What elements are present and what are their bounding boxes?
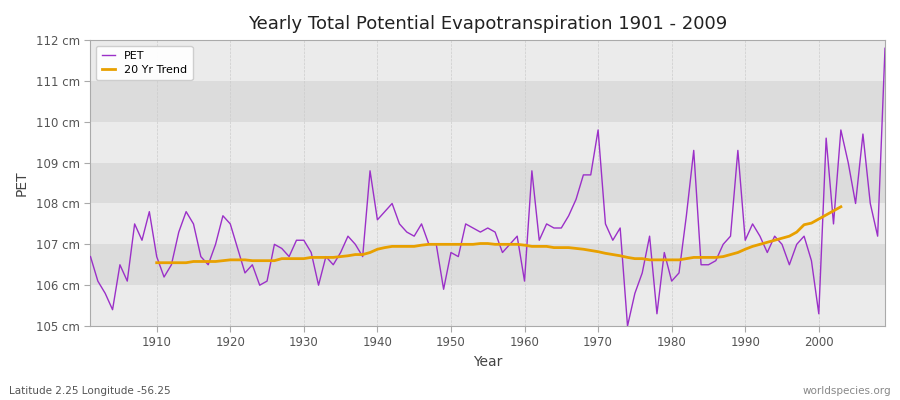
PET	[86, 254, 96, 259]
Bar	[91, 204, 885, 244]
Bar	[91, 40, 885, 81]
PET	[306, 250, 317, 255]
Text: Latitude 2.25 Longitude -56.25: Latitude 2.25 Longitude -56.25	[9, 386, 171, 396]
PET	[350, 242, 361, 247]
Bar	[91, 244, 885, 285]
Text: worldspecies.org: worldspecies.org	[803, 386, 891, 396]
Bar	[91, 81, 885, 122]
PET	[608, 238, 618, 243]
20 Yr Trend	[835, 204, 846, 209]
20 Yr Trend	[416, 243, 427, 248]
Bar	[91, 163, 885, 204]
Line: PET: PET	[91, 48, 885, 326]
20 Yr Trend	[269, 258, 280, 263]
Legend: PET, 20 Yr Trend: PET, 20 Yr Trend	[96, 46, 193, 80]
20 Yr Trend	[328, 255, 338, 260]
X-axis label: Year: Year	[473, 355, 502, 369]
Bar	[91, 122, 885, 163]
PET	[144, 209, 155, 214]
Title: Yearly Total Potential Evapotranspiration 1901 - 2009: Yearly Total Potential Evapotranspiratio…	[248, 15, 727, 33]
20 Yr Trend	[151, 260, 162, 265]
20 Yr Trend	[666, 258, 677, 262]
PET	[879, 46, 890, 51]
Line: 20 Yr Trend: 20 Yr Trend	[157, 207, 841, 263]
Bar	[91, 285, 885, 326]
20 Yr Trend	[438, 242, 449, 247]
Y-axis label: PET: PET	[15, 170, 29, 196]
PET	[622, 324, 633, 328]
PET	[519, 279, 530, 284]
PET	[512, 234, 523, 238]
20 Yr Trend	[563, 245, 574, 250]
